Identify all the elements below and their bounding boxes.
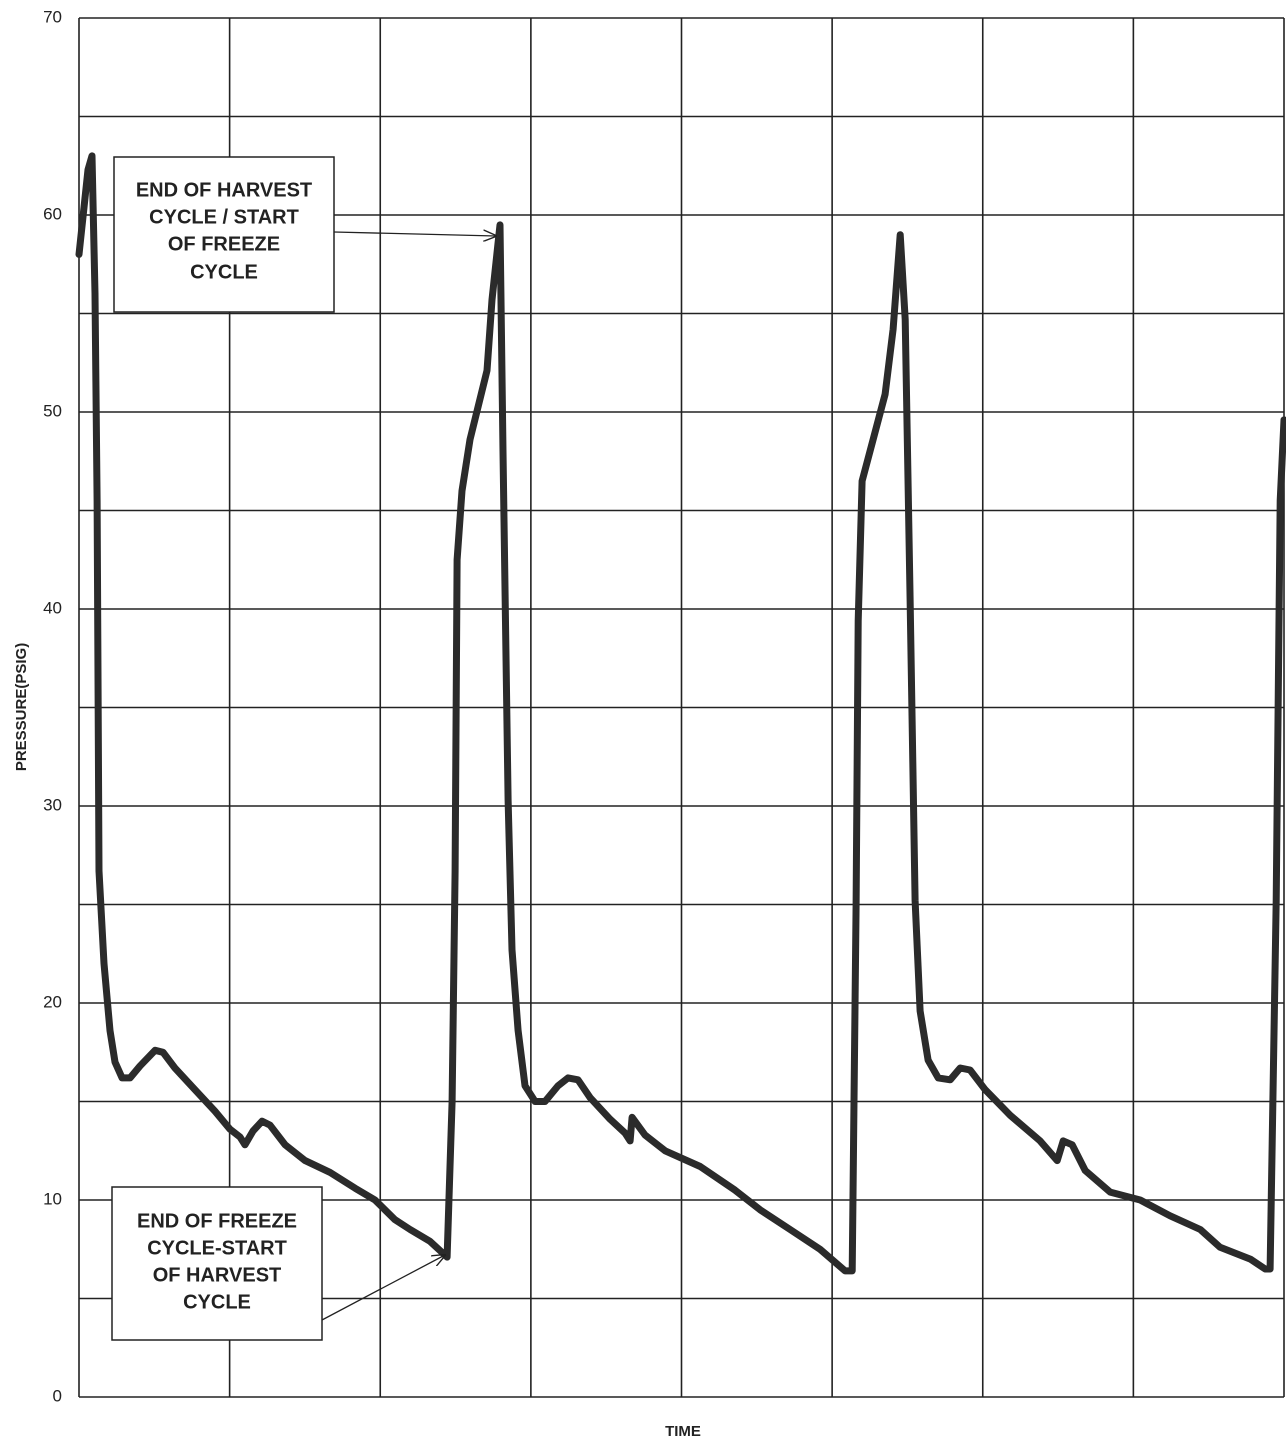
annotation: END OF HARVEST CYCLE / START OF FREEZE C… bbox=[113, 156, 496, 313]
x-axis-label: TIME bbox=[665, 1423, 701, 1440]
annotation-box bbox=[113, 156, 335, 313]
annotation-text: END OF FREEZE bbox=[137, 1210, 297, 1232]
grid: 0 10 20 30 40 50 60 70 bbox=[43, 7, 1285, 1405]
annotation-text: CYCLE bbox=[183, 1291, 251, 1313]
y-tick-label: 60 bbox=[43, 204, 62, 223]
y-tick-label: 0 bbox=[53, 1386, 62, 1405]
annotation-text: OF FREEZE bbox=[168, 233, 280, 255]
annotation-text: END OF HARVEST bbox=[136, 179, 312, 201]
y-tick-label: 30 bbox=[43, 795, 62, 814]
annotation-text: CYCLE / START bbox=[149, 206, 299, 228]
y-tick-label: 70 bbox=[43, 7, 62, 26]
annotation-box bbox=[111, 1186, 323, 1341]
annotation: END OF FREEZE CYCLE-START OF HARVEST CYC… bbox=[111, 1186, 445, 1341]
y-tick-label: 40 bbox=[43, 598, 62, 617]
annotation-arrow bbox=[333, 232, 496, 236]
annotation-text: CYCLE bbox=[190, 261, 258, 283]
annotation-arrow bbox=[321, 1255, 445, 1321]
plot bbox=[75, 152, 1286, 1275]
y-tick-label: 50 bbox=[43, 401, 62, 420]
annotation-text: CYCLE-START bbox=[147, 1237, 287, 1259]
y-tick-label: 10 bbox=[43, 1189, 62, 1208]
data-line bbox=[75, 152, 1286, 1275]
annotation-text: OF HARVEST bbox=[153, 1264, 282, 1286]
y-axis-label: PRESSURE(PSIG) bbox=[13, 643, 30, 771]
y-tick-label: 20 bbox=[43, 992, 62, 1011]
